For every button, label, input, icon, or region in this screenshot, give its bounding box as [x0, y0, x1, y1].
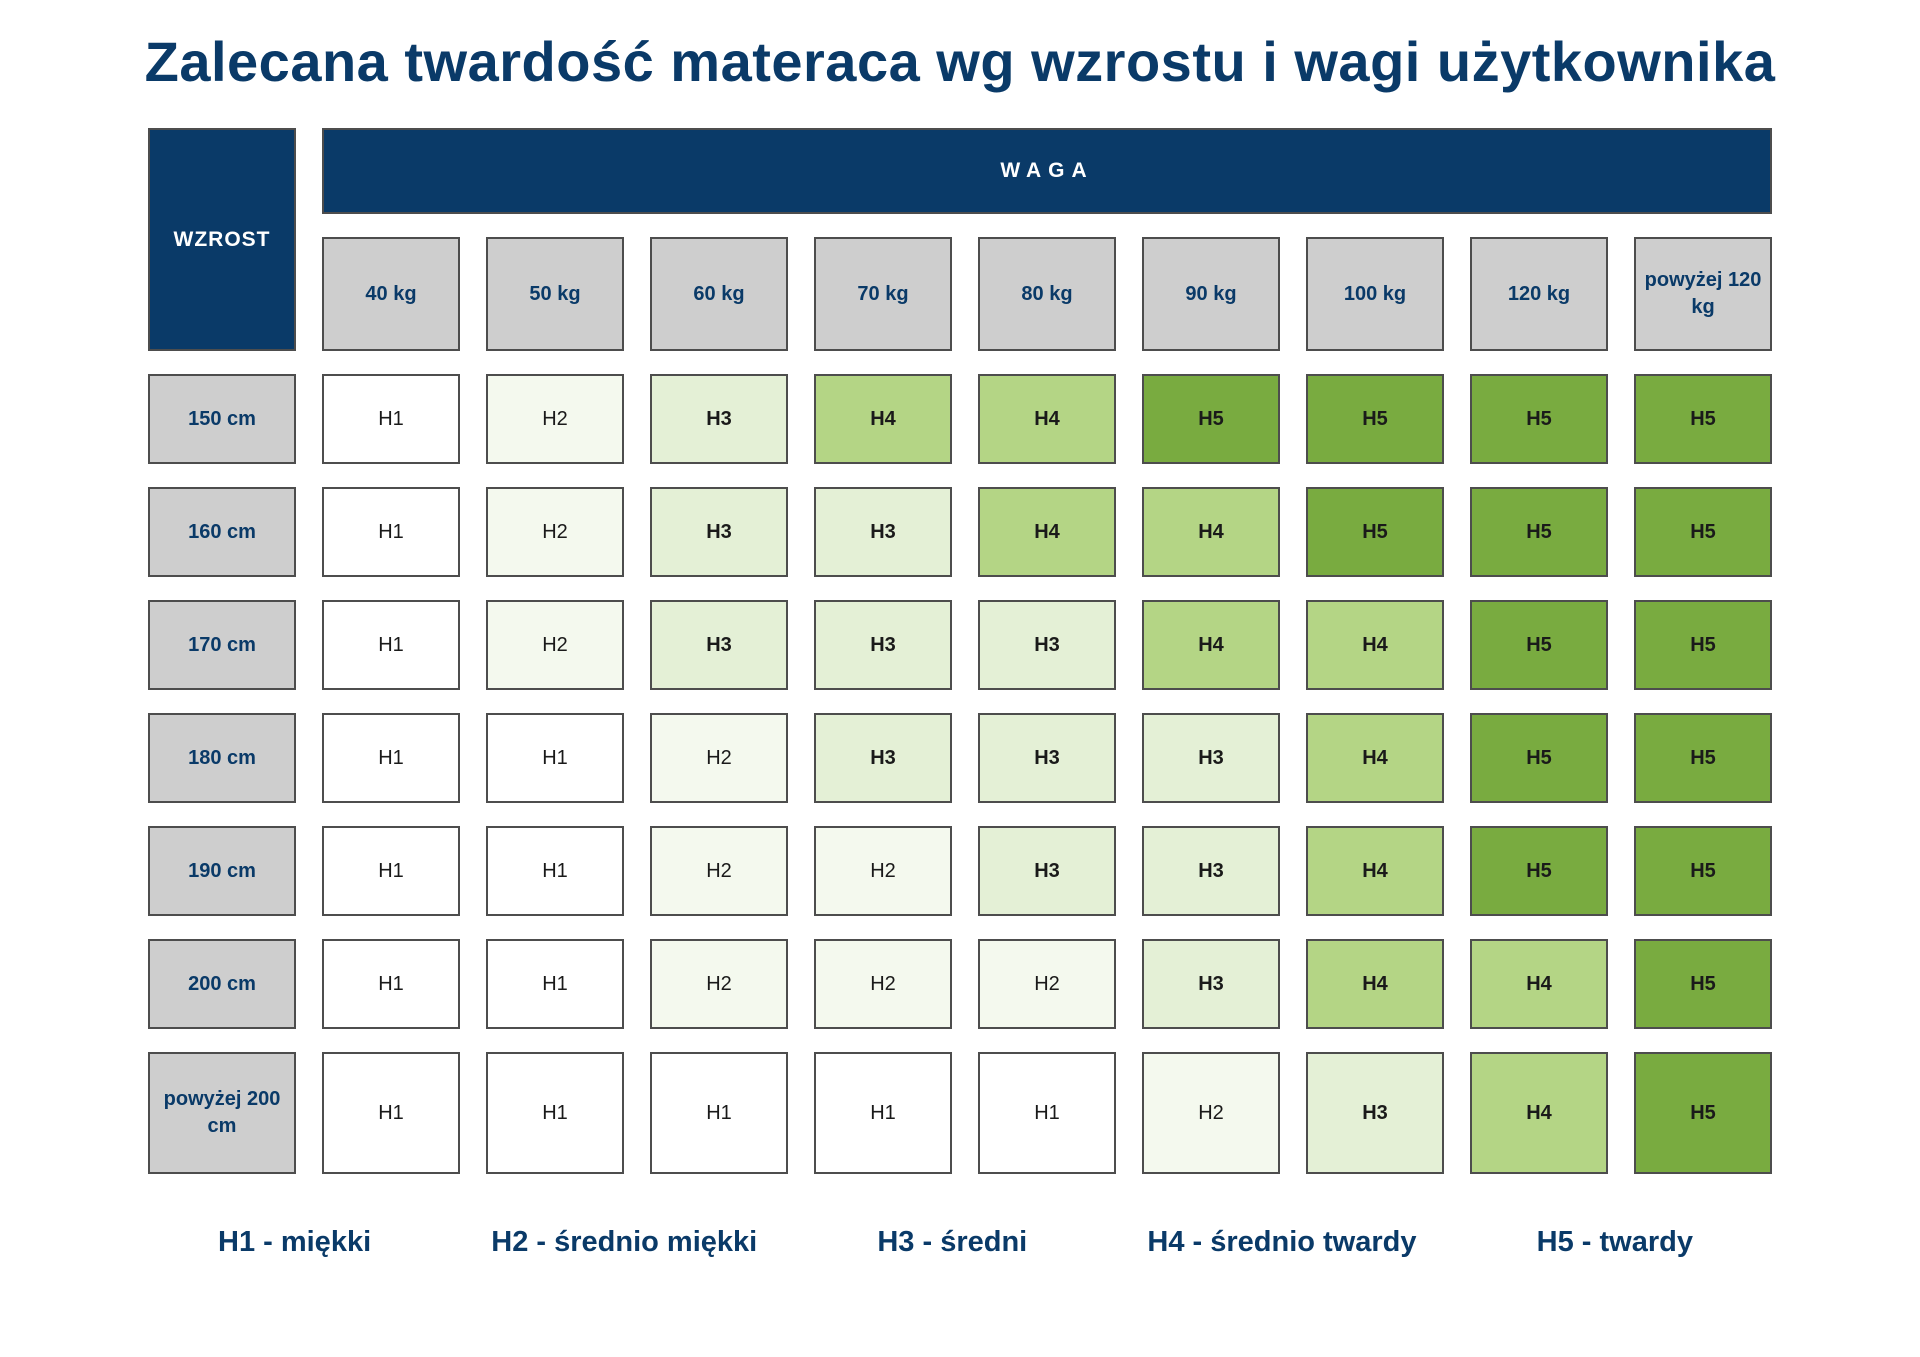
firmness-cell-160-cm-80-kg: H4	[978, 487, 1116, 578]
firmness-cell-200-cm-50-kg: H1	[486, 939, 624, 1030]
row-header-powy-ej-200-cm: powyżej 200 cm	[148, 1052, 296, 1175]
legend-item-h5: H5 - twardy	[1536, 1226, 1693, 1259]
legend-item-h2: H2 - średnio miękki	[491, 1226, 758, 1259]
firmness-cell-powy-ej-200-cm-90-kg: H2	[1142, 1052, 1280, 1175]
firmness-cell-170-cm-70-kg: H3	[814, 600, 952, 691]
firmness-cell-170-cm-90-kg: H4	[1142, 600, 1280, 691]
firmness-cell-150-cm-40-kg: H1	[322, 374, 460, 465]
firmness-cell-180-cm-120-kg: H5	[1470, 713, 1608, 804]
legend-item-h3: H3 - średni	[877, 1226, 1028, 1259]
firmness-cell-170-cm-50-kg: H2	[486, 600, 624, 691]
firmness-cell-170-cm-60-kg: H3	[650, 600, 788, 691]
firmness-cell-190-cm-80-kg: H3	[978, 826, 1116, 917]
firmness-cell-160-cm-40-kg: H1	[322, 487, 460, 578]
firmness-cell-150-cm-100-kg: H5	[1306, 374, 1444, 465]
legend: H1 - miękki H2 - średnio miękki H3 - średn…	[218, 1226, 1693, 1259]
firmness-cell-160-cm-100-kg: H5	[1306, 487, 1444, 578]
row-header-170-cm: 170 cm	[148, 600, 296, 691]
firmness-cell-180-cm-70-kg: H3	[814, 713, 952, 804]
firmness-cell-powy-ej-200-cm-40-kg: H1	[322, 1052, 460, 1175]
firmness-cell-160-cm-70-kg: H3	[814, 487, 952, 578]
firmness-cell-200-cm-40-kg: H1	[322, 939, 460, 1030]
firmness-table: WZROST WAGA 40 kg 50 kg 60 kg 70 kg 80 kg 90 …	[148, 128, 1920, 1175]
firmness-cell-150-cm-60-kg: H3	[650, 374, 788, 465]
firmness-cell-200-cm-70-kg: H2	[814, 939, 952, 1030]
firmness-cell-180-cm-powy-ej-120-kg: H5	[1634, 713, 1772, 804]
col-header-70-kg: 70 kg	[814, 237, 952, 352]
col-header-90-kg: 90 kg	[1142, 237, 1280, 352]
row-header-150-cm: 150 cm	[148, 374, 296, 465]
firmness-cell-190-cm-70-kg: H2	[814, 826, 952, 917]
firmness-cell-200-cm-90-kg: H3	[1142, 939, 1280, 1030]
firmness-cell-160-cm-60-kg: H3	[650, 487, 788, 578]
firmness-cell-160-cm-120-kg: H5	[1470, 487, 1608, 578]
firmness-cell-170-cm-120-kg: H5	[1470, 600, 1608, 691]
group-header-waga: WAGA	[322, 128, 1772, 215]
firmness-cell-150-cm-80-kg: H4	[978, 374, 1116, 465]
firmness-cell-160-cm-90-kg: H4	[1142, 487, 1280, 578]
firmness-cell-180-cm-40-kg: H1	[322, 713, 460, 804]
row-header-200-cm: 200 cm	[148, 939, 296, 1030]
firmness-cell-190-cm-50-kg: H1	[486, 826, 624, 917]
col-header-120-kg: 120 kg	[1470, 237, 1608, 352]
page-title: Zalecana twardość materaca wg wzrostu i …	[144, 30, 1776, 93]
firmness-cell-160-cm-powy-ej-120-kg: H5	[1634, 487, 1772, 578]
firmness-cell-180-cm-80-kg: H3	[978, 713, 1116, 804]
firmness-cell-powy-ej-200-cm-50-kg: H1	[486, 1052, 624, 1175]
firmness-cell-150-cm-70-kg: H4	[814, 374, 952, 465]
firmness-cell-180-cm-90-kg: H3	[1142, 713, 1280, 804]
legend-item-h1: H1 - miękki	[218, 1226, 372, 1259]
firmness-cell-170-cm-powy-ej-120-kg: H5	[1634, 600, 1772, 691]
firmness-cell-150-cm-90-kg: H5	[1142, 374, 1280, 465]
firmness-cell-150-cm-powy-ej-120-kg: H5	[1634, 374, 1772, 465]
corner-header-wzrost: WZROST	[148, 128, 296, 352]
firmness-cell-powy-ej-200-cm-powy-ej-120-kg: H5	[1634, 1052, 1772, 1175]
col-header-80-kg: 80 kg	[978, 237, 1116, 352]
firmness-cell-170-cm-100-kg: H4	[1306, 600, 1444, 691]
firmness-cell-powy-ej-200-cm-80-kg: H1	[978, 1052, 1116, 1175]
firmness-cell-powy-ej-200-cm-100-kg: H3	[1306, 1052, 1444, 1175]
row-header-160-cm: 160 cm	[148, 487, 296, 578]
firmness-cell-180-cm-60-kg: H2	[650, 713, 788, 804]
firmness-cell-190-cm-100-kg: H4	[1306, 826, 1444, 917]
col-header-100-kg: 100 kg	[1306, 237, 1444, 352]
firmness-cell-160-cm-50-kg: H2	[486, 487, 624, 578]
firmness-cell-170-cm-40-kg: H1	[322, 600, 460, 691]
firmness-cell-200-cm-100-kg: H4	[1306, 939, 1444, 1030]
firmness-cell-170-cm-80-kg: H3	[978, 600, 1116, 691]
firmness-cell-powy-ej-200-cm-120-kg: H4	[1470, 1052, 1608, 1175]
firmness-cell-190-cm-90-kg: H3	[1142, 826, 1280, 917]
firmness-cell-190-cm-40-kg: H1	[322, 826, 460, 917]
firmness-cell-190-cm-60-kg: H2	[650, 826, 788, 917]
firmness-cell-180-cm-50-kg: H1	[486, 713, 624, 804]
firmness-cell-200-cm-80-kg: H2	[978, 939, 1116, 1030]
firmness-cell-200-cm-60-kg: H2	[650, 939, 788, 1030]
col-header-50-kg: 50 kg	[486, 237, 624, 352]
firmness-cell-powy-ej-200-cm-70-kg: H1	[814, 1052, 952, 1175]
row-header-190-cm: 190 cm	[148, 826, 296, 917]
col-header-60-kg: 60 kg	[650, 237, 788, 352]
firmness-cell-200-cm-powy-ej-120-kg: H5	[1634, 939, 1772, 1030]
firmness-cell-190-cm-powy-ej-120-kg: H5	[1634, 826, 1772, 917]
firmness-cell-190-cm-120-kg: H5	[1470, 826, 1608, 917]
legend-item-h4: H4 - średnio twardy	[1147, 1226, 1417, 1259]
col-header-powy-ej-120-kg: powyżej 120 kg	[1634, 237, 1772, 352]
col-header-40-kg: 40 kg	[322, 237, 460, 352]
firmness-cell-180-cm-100-kg: H4	[1306, 713, 1444, 804]
firmness-cell-150-cm-50-kg: H2	[486, 374, 624, 465]
firmness-cell-powy-ej-200-cm-60-kg: H1	[650, 1052, 788, 1175]
firmness-cell-150-cm-120-kg: H5	[1470, 374, 1608, 465]
firmness-cell-200-cm-120-kg: H4	[1470, 939, 1608, 1030]
row-header-180-cm: 180 cm	[148, 713, 296, 804]
